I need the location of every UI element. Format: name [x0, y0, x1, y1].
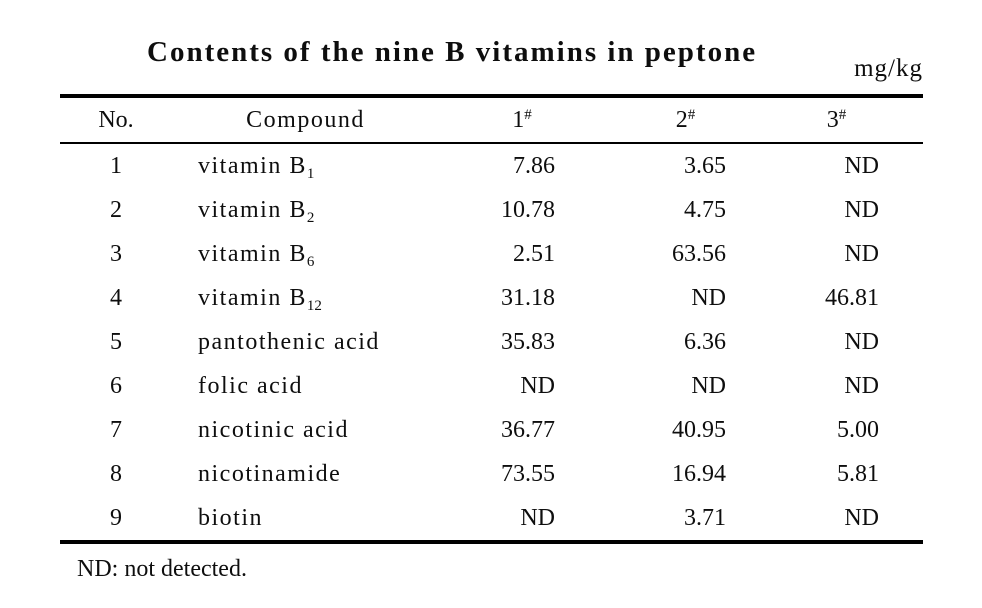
cell-sample-2: 6.36 [684, 328, 726, 355]
cell-no: 2 [110, 196, 122, 223]
cell-no: 6 [110, 372, 122, 399]
compound-subscript: 12 [306, 297, 322, 314]
cell-no: 7 [110, 416, 122, 443]
compound-name: nicotinamide [198, 460, 342, 487]
cell-sample-3: ND [844, 152, 879, 179]
header-sample-2: 2# [605, 107, 766, 134]
top-rule [60, 94, 923, 98]
header-rule [60, 142, 923, 144]
sample-2-hash: # [687, 106, 696, 123]
table-row: 6 folic acid ND ND ND [60, 364, 923, 408]
table-row: 2 vitamin B2 10.78 4.75 ND [60, 188, 923, 232]
cell-compound: vitamin B6 [172, 240, 439, 270]
table-row: 3 vitamin B6 2.51 63.56 ND [60, 232, 923, 276]
cell-compound: nicotinamide [172, 461, 439, 488]
cell-sample-1: ND [520, 372, 555, 399]
cell-sample-3: ND [844, 196, 879, 223]
cell-sample-2: 63.56 [672, 240, 726, 267]
cell-sample-1: 2.51 [513, 240, 555, 267]
compound-name: vitamin B [198, 196, 307, 223]
header-sample-1: 1# [439, 107, 605, 134]
cell-sample-3: 46.81 [825, 284, 879, 311]
cell-compound: vitamin B1 [172, 152, 439, 182]
cell-sample-3: 5.81 [837, 460, 879, 487]
cell-sample-2: 40.95 [672, 416, 726, 443]
cell-sample-2: 3.71 [684, 504, 726, 531]
compound-subscript: 6 [306, 253, 315, 270]
header-compound: Compound [246, 106, 365, 133]
compound-name: vitamin B [198, 152, 307, 179]
table-row: 4 vitamin B12 31.18 ND 46.81 [60, 276, 923, 320]
cell-sample-1: 35.83 [501, 328, 555, 355]
compound-name: vitamin B [198, 240, 307, 267]
cell-no: 8 [110, 460, 122, 487]
table-title: Contents of the nine B vitamins in pepto… [147, 36, 758, 68]
bottom-rule [60, 540, 923, 544]
cell-sample-1: 73.55 [501, 460, 555, 487]
sample-3-number: 3 [826, 106, 839, 133]
cell-compound: vitamin B12 [172, 284, 439, 314]
header-row: No. Compound 1# 2# 3# [60, 98, 923, 142]
compound-subscript: 1 [306, 165, 315, 182]
cell-sample-3: ND [844, 504, 879, 531]
cell-compound: nicotinic acid [172, 417, 439, 444]
cell-sample-1: 10.78 [501, 196, 555, 223]
compound-subscript: 2 [306, 209, 315, 226]
header-sample-3: 3# [766, 107, 923, 134]
compound-name: nicotinic acid [198, 416, 349, 443]
vitamins-table: No. Compound 1# 2# 3# 1 vitamin B1 7.86 … [60, 94, 923, 583]
cell-sample-2: 16.94 [672, 460, 726, 487]
cell-sample-3: 5.00 [837, 416, 879, 443]
cell-sample-3: ND [844, 240, 879, 267]
sample-1-hash: # [524, 106, 532, 123]
cell-no: 3 [110, 240, 122, 267]
table-row: 7 nicotinic acid 36.77 40.95 5.00 [60, 408, 923, 452]
cell-sample-2: 3.65 [684, 152, 726, 179]
header-no: No. [98, 106, 134, 133]
compound-name: pantothenic acid [198, 328, 380, 355]
cell-compound: biotin [172, 505, 439, 532]
table-row: 1 vitamin B1 7.86 3.65 ND [60, 144, 923, 188]
compound-name: vitamin B [198, 284, 307, 311]
cell-no: 5 [110, 328, 122, 355]
footnote: ND: not detected. [77, 556, 247, 582]
compound-name: folic acid [198, 372, 303, 399]
cell-no: 9 [110, 504, 122, 531]
sample-2-number: 2 [675, 106, 688, 133]
cell-no: 1 [110, 152, 122, 179]
cell-sample-2: 4.75 [684, 196, 726, 223]
cell-compound: pantothenic acid [172, 329, 439, 356]
cell-sample-1: ND [520, 504, 555, 531]
cell-sample-2: ND [691, 284, 726, 311]
cell-compound: vitamin B2 [172, 196, 439, 226]
cell-sample-3: ND [844, 328, 879, 355]
cell-no: 4 [110, 284, 122, 311]
cell-sample-2: ND [691, 372, 726, 399]
table-row: 5 pantothenic acid 35.83 6.36 ND [60, 320, 923, 364]
sample-1-number: 1 [512, 106, 525, 133]
cell-sample-1: 31.18 [501, 284, 555, 311]
unit-label: mg/kg [854, 55, 923, 82]
cell-compound: folic acid [172, 373, 439, 400]
table-row: 8 nicotinamide 73.55 16.94 5.81 [60, 452, 923, 496]
cell-sample-1: 7.86 [513, 152, 555, 179]
sample-3-hash: # [838, 106, 847, 123]
cell-sample-3: ND [844, 372, 879, 399]
cell-sample-1: 36.77 [501, 416, 555, 443]
table-row: 9 biotin ND 3.71 ND [60, 496, 923, 540]
compound-name: biotin [198, 504, 264, 531]
